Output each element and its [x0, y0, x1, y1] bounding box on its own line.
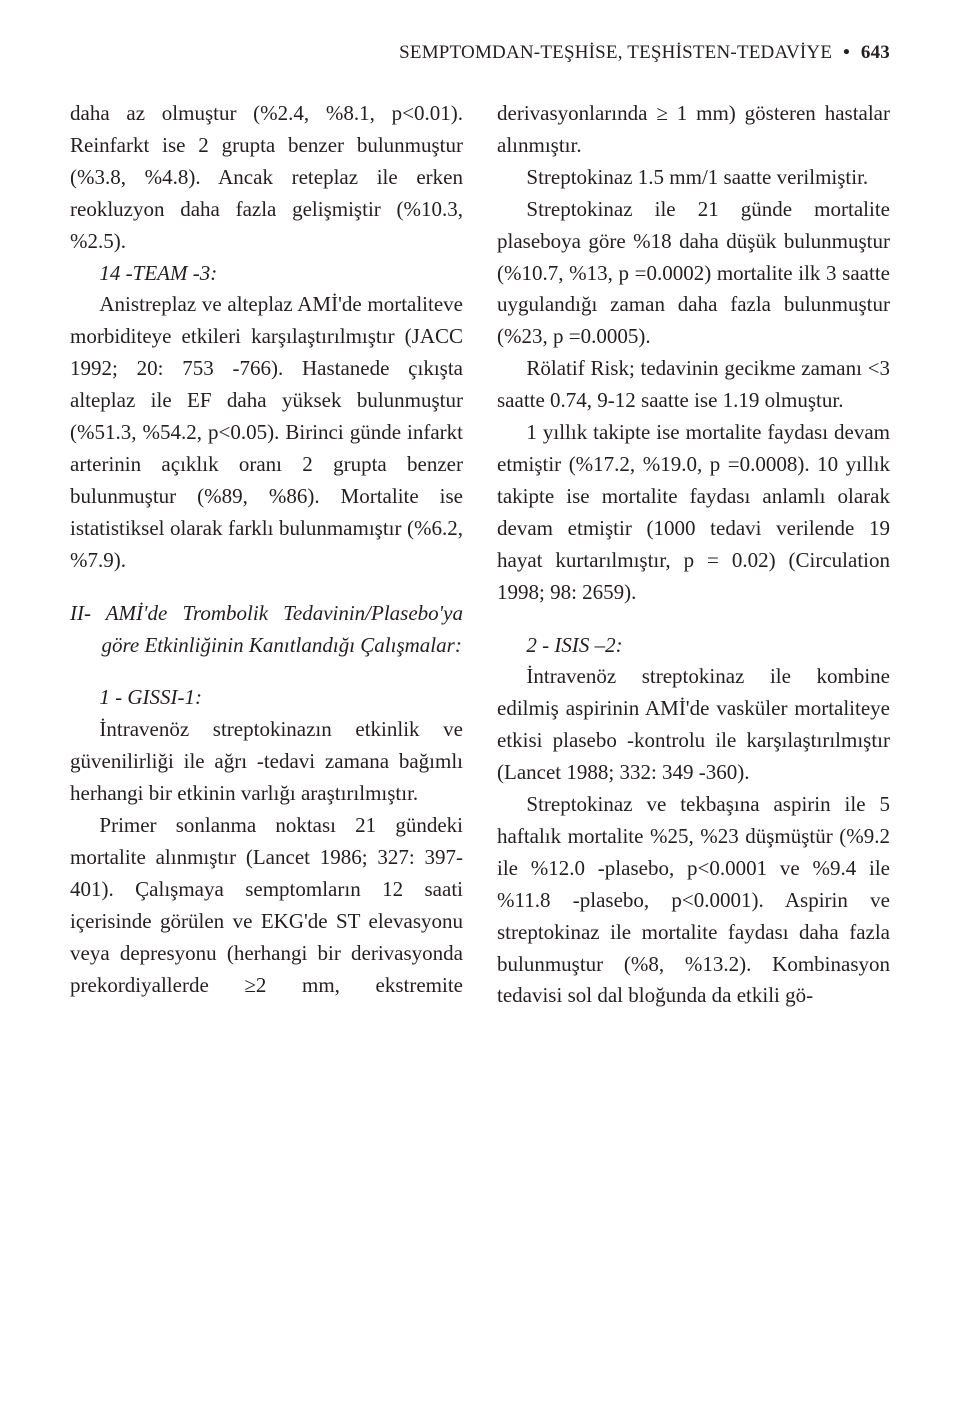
spacer [497, 609, 890, 630]
paragraph: İntravenöz streptokinazın etkinlik ve gü… [70, 714, 463, 810]
paragraph: Streptokinaz ile 21 günde mortalite plas… [497, 194, 890, 354]
paragraph: Rölatif Risk; tedavinin gecikme zamanı <… [497, 353, 890, 417]
paragraph: İntravenöz streptokinaz ile kombine edil… [497, 661, 890, 789]
paragraph: Anistreplaz ve alteplaz AMİ'de mortalite… [70, 289, 463, 576]
page-number: 643 [861, 42, 890, 63]
paragraph: Streptokinaz ve tekbaşına aspirin ile 5 … [497, 789, 890, 1012]
section-heading: II- AMİ'de Trombolik Tedavinin/Plasebo'y… [70, 598, 463, 662]
study-heading: 14 -TEAM -3: [70, 258, 463, 290]
running-header: SEMPTOMDAN-TEŞHİSE, TEŞHİSTEN-TEDAVİYE •… [70, 42, 890, 64]
spacer [70, 577, 463, 598]
paragraph: 1 yıllık takipte ise mortalite faydası d… [497, 417, 890, 608]
study-heading: 1 - GISSI-1: [70, 682, 463, 714]
text-columns: daha az olmuştur (%2.4, %8.1, p<0.01). R… [70, 98, 890, 1012]
paragraph: daha az olmuştur (%2.4, %8.1, p<0.01). R… [70, 98, 463, 258]
spacer [70, 661, 463, 682]
study-heading: 2 - ISIS –2: [497, 630, 890, 662]
page-root: SEMPTOMDAN-TEŞHİSE, TEŞHİSTEN-TEDAVİYE •… [0, 0, 960, 1409]
header-title: SEMPTOMDAN-TEŞHİSE, TEŞHİSTEN-TEDAVİYE [399, 42, 832, 63]
header-separator: • [837, 42, 856, 63]
paragraph: Streptokinaz 1.5 mm/1 saatte verilmiştir… [497, 162, 890, 194]
